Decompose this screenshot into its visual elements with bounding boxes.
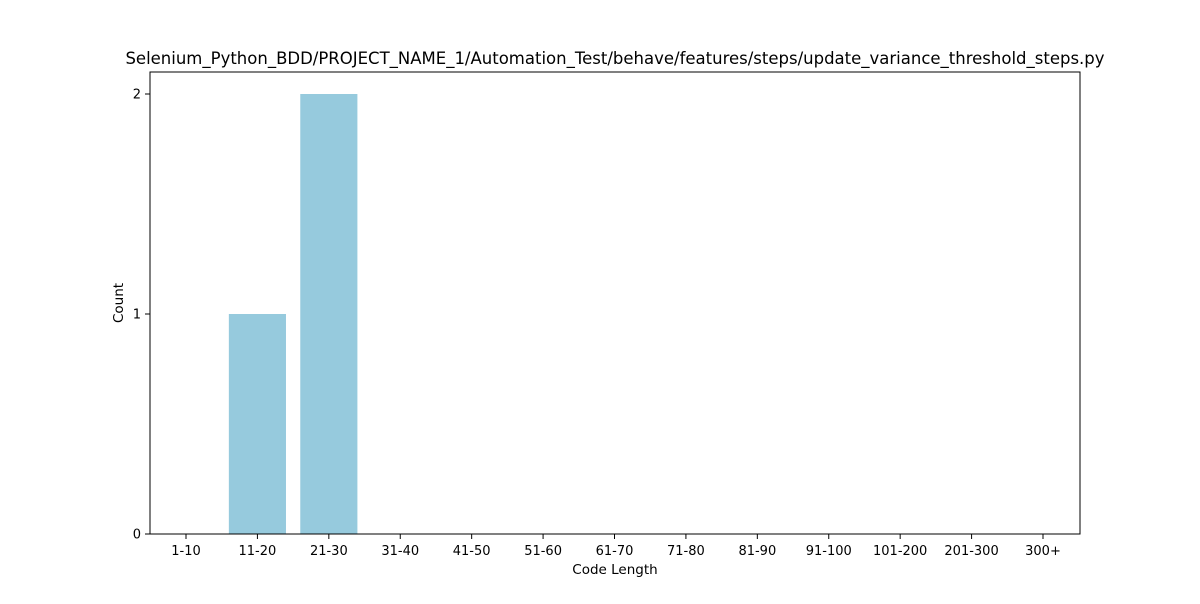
bar-21-30 — [300, 94, 358, 534]
y-axis-label: Count — [111, 283, 127, 323]
x-tick-label: 1-10 — [171, 544, 201, 559]
plot-frame — [149, 71, 1081, 535]
x-tick-label: 21-30 — [310, 544, 348, 559]
chart-title: Selenium_Python_BDD/PROJECT_NAME_1/Autom… — [125, 49, 1104, 69]
x-tick-label: 31-40 — [381, 544, 419, 559]
x-tick-label: 81-90 — [738, 544, 776, 559]
y-tick-label: 2 — [133, 88, 141, 103]
x-tick-label: 300+ — [1025, 544, 1061, 559]
x-axis-label: Code Length — [572, 562, 657, 578]
x-tick-label: 201-300 — [944, 544, 998, 559]
x-tick-label: 51-60 — [524, 544, 562, 559]
x-axis: 1-10 11-20 21-30 31-40 41-50 51-60 61-70 71-80 8… — [171, 534, 1061, 559]
x-tick-label: 11-20 — [239, 544, 277, 559]
x-tick-label: 91-100 — [806, 544, 852, 559]
x-tick-label: 41-50 — [453, 544, 491, 559]
y-tick-label: 0 — [133, 528, 141, 543]
y-axis: 0 1 2 — [133, 88, 150, 543]
bar-11-20 — [228, 314, 286, 534]
x-tick-label: 101-200 — [873, 544, 927, 559]
x-tick-label: 61-70 — [596, 544, 634, 559]
bars-layer — [228, 94, 358, 534]
x-tick-label: 71-80 — [667, 544, 705, 559]
y-tick-label: 1 — [133, 308, 141, 323]
